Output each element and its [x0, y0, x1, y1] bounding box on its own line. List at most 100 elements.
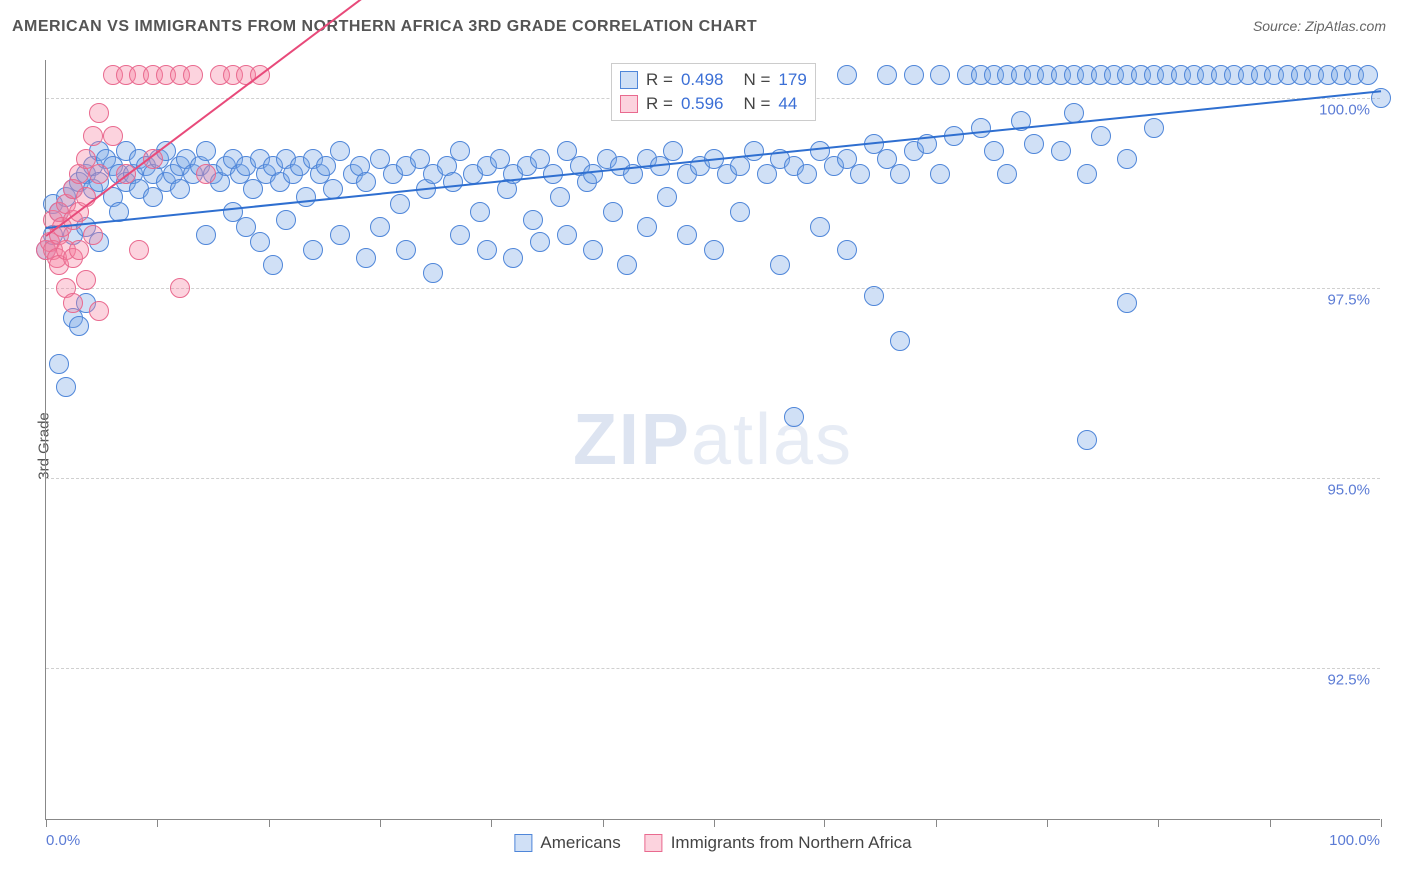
x-min-label: 0.0% — [46, 832, 80, 849]
gridline — [46, 668, 1380, 669]
scatter-point — [49, 354, 69, 374]
legend-swatch — [514, 834, 532, 852]
x-tick — [1158, 819, 1159, 827]
stats-legend: R = 0.498N = 179R = 0.596N = 44 — [611, 63, 816, 121]
scatter-point — [129, 240, 149, 260]
scatter-point — [904, 65, 924, 85]
scatter-point — [810, 217, 830, 237]
scatter-point — [930, 65, 950, 85]
legend-swatch — [620, 95, 638, 113]
scatter-point — [83, 126, 103, 146]
scatter-point — [984, 141, 1004, 161]
x-max-label: 100.0% — [1329, 832, 1380, 849]
scatter-point — [890, 164, 910, 184]
scatter-point — [83, 225, 103, 245]
legend-swatch — [620, 71, 638, 89]
scatter-point — [477, 240, 497, 260]
scatter-point — [1024, 134, 1044, 154]
chart-container: AMERICAN VS IMMIGRANTS FROM NORTHERN AFR… — [0, 0, 1406, 892]
scatter-point — [450, 225, 470, 245]
y-tick-label: 97.5% — [1327, 292, 1370, 309]
x-tick — [269, 819, 270, 827]
y-tick-label: 100.0% — [1319, 102, 1370, 119]
scatter-point — [637, 217, 657, 237]
scatter-point — [864, 286, 884, 306]
scatter-point — [183, 65, 203, 85]
scatter-point — [1077, 164, 1097, 184]
scatter-point — [470, 202, 490, 222]
scatter-point — [770, 255, 790, 275]
scatter-point — [877, 65, 897, 85]
scatter-point — [276, 210, 296, 230]
series-legend-label: Americans — [540, 833, 620, 853]
scatter-point — [890, 331, 910, 351]
y-tick-label: 92.5% — [1327, 672, 1370, 689]
scatter-point — [330, 141, 350, 161]
scatter-point — [557, 225, 577, 245]
scatter-point — [704, 240, 724, 260]
scatter-point — [997, 164, 1017, 184]
scatter-point — [677, 225, 697, 245]
scatter-point — [170, 278, 190, 298]
gridline — [46, 288, 1380, 289]
scatter-point — [356, 172, 376, 192]
scatter-point — [530, 232, 550, 252]
x-tick — [603, 819, 604, 827]
scatter-point — [89, 301, 109, 321]
series-legend-item: Immigrants from Northern Africa — [645, 833, 912, 853]
scatter-point — [1117, 293, 1137, 313]
stat-n-value: 44 — [778, 92, 797, 116]
x-tick — [1381, 819, 1382, 827]
scatter-point — [303, 240, 323, 260]
scatter-point — [730, 202, 750, 222]
stat-r-value: 0.596 — [681, 92, 724, 116]
x-tick — [1047, 819, 1048, 827]
x-tick — [380, 819, 381, 827]
x-tick — [936, 819, 937, 827]
x-tick — [157, 819, 158, 827]
y-tick-label: 95.0% — [1327, 482, 1370, 499]
scatter-point — [89, 164, 109, 184]
scatter-point — [797, 164, 817, 184]
chart-title: AMERICAN VS IMMIGRANTS FROM NORTHERN AFR… — [12, 18, 757, 36]
scatter-point — [89, 103, 109, 123]
series-legend-item: Americans — [514, 833, 620, 853]
scatter-point — [196, 225, 216, 245]
scatter-point — [250, 232, 270, 252]
source-label: Source: ZipAtlas.com — [1253, 18, 1386, 34]
scatter-point — [330, 225, 350, 245]
scatter-point — [76, 270, 96, 290]
scatter-point — [356, 248, 376, 268]
scatter-point — [1358, 65, 1378, 85]
x-tick — [491, 819, 492, 827]
scatter-point — [450, 141, 470, 161]
scatter-point — [196, 164, 216, 184]
scatter-point — [1091, 126, 1111, 146]
scatter-point — [423, 263, 443, 283]
scatter-point — [617, 255, 637, 275]
scatter-point — [837, 65, 857, 85]
stat-n-label: N = — [743, 68, 770, 92]
gridline — [46, 478, 1380, 479]
legend-swatch — [645, 834, 663, 852]
scatter-point — [56, 377, 76, 397]
x-tick — [46, 819, 47, 827]
stats-legend-row: R = 0.596N = 44 — [620, 92, 807, 116]
scatter-point — [1077, 430, 1097, 450]
scatter-point — [390, 194, 410, 214]
stat-r-label: R = — [646, 92, 673, 116]
scatter-point — [1144, 118, 1164, 138]
scatter-point — [550, 187, 570, 207]
scatter-point — [583, 240, 603, 260]
series-legend-label: Immigrants from Northern Africa — [671, 833, 912, 853]
scatter-point — [443, 172, 463, 192]
scatter-point — [850, 164, 870, 184]
scatter-point — [1117, 149, 1137, 169]
stat-r-label: R = — [646, 68, 673, 92]
plot-area: ZIPatlas 92.5%95.0%97.5%100.0%0.0%100.0%… — [45, 60, 1380, 820]
stats-legend-row: R = 0.498N = 179 — [620, 68, 807, 92]
scatter-point — [930, 164, 950, 184]
scatter-point — [784, 407, 804, 427]
scatter-point — [971, 118, 991, 138]
scatter-point — [503, 248, 523, 268]
